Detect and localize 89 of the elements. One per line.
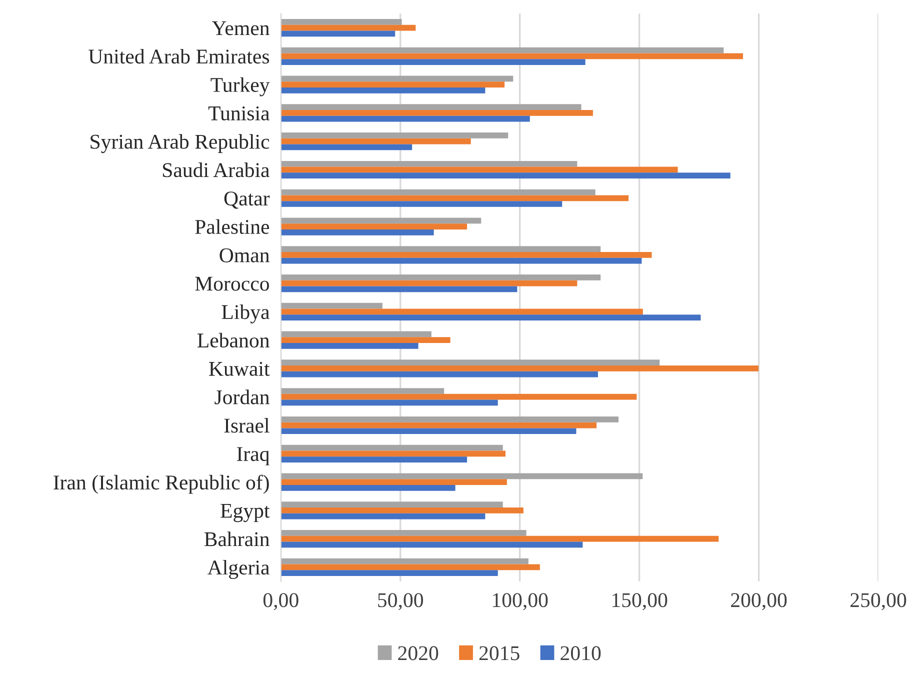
x-tick-label: 100,00	[493, 593, 548, 610]
bar	[280, 82, 505, 88]
bar	[280, 59, 586, 65]
bar	[280, 104, 582, 110]
x-tick-label: 50,00	[378, 593, 424, 610]
y-tick-label: Libya	[222, 304, 270, 324]
x-tick-label: 250,00	[850, 593, 906, 610]
bar	[280, 110, 593, 116]
bar	[280, 280, 578, 286]
y-tick-label: Tunisia	[208, 106, 270, 120]
bar	[280, 47, 724, 54]
bar	[280, 388, 444, 394]
bar	[280, 343, 418, 349]
bar	[280, 400, 498, 406]
y-tick-label: United Arab Emirates	[88, 48, 270, 64]
x-tick-label: 200,00	[731, 593, 787, 610]
bar	[280, 558, 528, 564]
x-tick-label: 150,00	[612, 593, 668, 610]
y-tick-label: Algeria	[208, 560, 270, 579]
bar	[280, 274, 601, 280]
bar	[280, 116, 530, 122]
bar	[280, 138, 471, 144]
bar	[280, 229, 434, 236]
bar	[280, 24, 416, 31]
bar	[280, 76, 514, 82]
bar	[280, 30, 396, 37]
bar	[280, 394, 637, 400]
y-tick-label: Palestine	[195, 219, 270, 234]
y-tick-label: Kuwait	[209, 362, 270, 376]
bar	[280, 456, 468, 462]
y-tick-label: Israel	[224, 418, 270, 433]
bar	[280, 444, 503, 451]
bar	[280, 331, 432, 338]
y-tick-label: Egypt	[220, 504, 270, 522]
bar	[280, 132, 508, 138]
bar	[280, 53, 744, 60]
bar	[280, 18, 402, 25]
bar	[280, 224, 468, 230]
bar	[280, 513, 486, 520]
y-tick-label: Lebanon	[197, 332, 270, 348]
legend-label: 2015	[479, 646, 520, 660]
bar	[280, 507, 524, 514]
y-tick-label: Iran (Islamic Republic of)	[54, 474, 269, 494]
bar	[280, 570, 498, 576]
bar	[280, 302, 382, 309]
bar	[280, 422, 597, 428]
y-tick-label: Saudi Arabia	[162, 162, 270, 178]
bar	[280, 246, 601, 252]
bar	[280, 366, 759, 372]
bar	[280, 286, 518, 292]
legend-label: 2010	[560, 646, 601, 660]
y-tick-label: Bahrain	[204, 532, 270, 546]
y-tick-label: Qatar	[224, 192, 270, 209]
bar	[280, 530, 526, 536]
bar	[280, 189, 596, 196]
bar	[280, 88, 486, 94]
x-tick-label: 0,00	[263, 593, 298, 610]
bar	[280, 166, 678, 173]
bar	[280, 479, 507, 485]
bar	[280, 337, 450, 344]
bar	[280, 144, 412, 150]
bar	[280, 258, 642, 264]
bar	[280, 542, 583, 548]
y-tick-label: Oman	[220, 248, 270, 262]
y-tick-label: Yemen	[212, 21, 270, 36]
y-tick-label: Iraq	[237, 447, 270, 466]
bar	[280, 502, 503, 508]
bar	[280, 473, 643, 480]
bar	[280, 252, 652, 258]
bar	[280, 218, 482, 224]
bar	[280, 160, 578, 167]
legend-label: 2020	[398, 646, 438, 660]
bar	[280, 484, 456, 491]
bar	[280, 416, 619, 422]
y-tick-label: Morocco	[195, 276, 269, 291]
bar	[280, 536, 719, 542]
bar	[280, 201, 562, 207]
y-tick-label: Jordan	[214, 390, 270, 404]
bar	[280, 371, 598, 378]
bar	[280, 308, 643, 315]
bar	[280, 195, 629, 202]
bar	[280, 314, 701, 320]
bar	[280, 428, 576, 434]
bar	[280, 564, 540, 570]
y-tick-label: Turkey	[210, 77, 270, 96]
bar	[280, 360, 660, 366]
bar	[280, 450, 506, 457]
y-tick-label: Syrian Arab Republic	[90, 134, 270, 154]
bar	[280, 172, 730, 179]
